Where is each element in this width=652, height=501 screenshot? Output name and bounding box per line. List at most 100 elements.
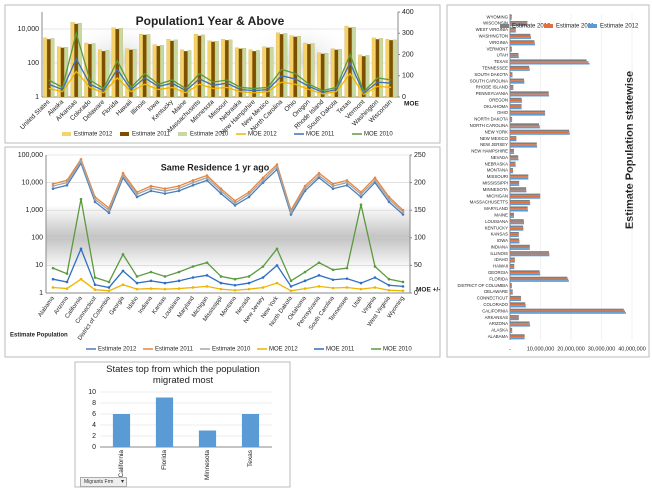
bar xyxy=(510,297,521,300)
bar xyxy=(375,39,380,98)
y-tick-label: VIRGINIA xyxy=(489,40,508,45)
bar xyxy=(510,156,519,159)
y-tick-label: 10,000 xyxy=(18,26,40,33)
panel xyxy=(446,4,650,358)
bar xyxy=(510,208,528,210)
filter-button[interactable]: Migrants Frm xyxy=(80,477,127,487)
bar xyxy=(510,112,546,114)
bar xyxy=(510,286,512,289)
bar xyxy=(510,105,522,108)
bar xyxy=(510,222,525,225)
line xyxy=(52,247,404,289)
y2-tick-label: 200 xyxy=(414,179,426,186)
bar xyxy=(510,200,530,202)
bar xyxy=(510,21,528,23)
y-tick-label: 6 xyxy=(92,411,96,418)
bar xyxy=(510,174,529,177)
y-tick-label: 100 xyxy=(27,60,39,67)
marker xyxy=(191,265,195,268)
bar xyxy=(510,69,530,71)
bar xyxy=(510,50,512,52)
y-tick-label: CALIFORNIA xyxy=(482,308,508,313)
bar xyxy=(510,18,512,20)
marker xyxy=(345,183,349,187)
marker xyxy=(121,171,125,175)
legend-label: Estimate 2011 xyxy=(556,24,595,30)
bar xyxy=(510,168,514,170)
bar xyxy=(510,273,541,276)
y-tick-label: MONTANA xyxy=(487,168,508,173)
y-tick-label: INDIANA xyxy=(491,244,509,249)
marker xyxy=(303,279,307,283)
bar xyxy=(87,43,92,98)
marker xyxy=(345,266,349,270)
y-tick-label: MICHIGAN xyxy=(487,193,509,198)
bar xyxy=(510,284,512,287)
bar xyxy=(276,32,280,98)
marker xyxy=(79,159,83,163)
marker xyxy=(149,287,153,290)
bar xyxy=(510,231,519,234)
bar xyxy=(510,324,531,327)
bar xyxy=(510,59,587,62)
marker xyxy=(233,288,237,292)
bar xyxy=(173,39,178,98)
bar xyxy=(510,73,513,76)
marker xyxy=(177,287,181,290)
marker xyxy=(373,179,377,182)
bar xyxy=(510,327,513,330)
marker xyxy=(219,187,223,191)
bar xyxy=(510,120,513,123)
legend-label: Estimate 2010 xyxy=(190,132,229,138)
legend-label: Estimate 2012 xyxy=(74,132,113,138)
bar xyxy=(510,195,541,198)
bar xyxy=(510,276,568,279)
y-tick-label: MARYLAND xyxy=(484,206,508,211)
bar xyxy=(510,228,524,231)
marker xyxy=(121,269,125,273)
bar xyxy=(392,39,397,98)
bar xyxy=(510,84,514,87)
bar xyxy=(510,227,524,229)
bar xyxy=(510,169,514,172)
marker xyxy=(135,275,139,278)
marker xyxy=(359,281,363,285)
marker xyxy=(121,253,125,256)
legend-swatch xyxy=(62,132,71,136)
bar xyxy=(510,225,524,228)
marker xyxy=(177,184,181,188)
marker xyxy=(247,281,251,285)
chart-title: Same Residence 1 yr ago xyxy=(161,162,270,172)
marker xyxy=(149,184,153,188)
bar xyxy=(510,257,515,260)
y-tick-label: ARIZONA xyxy=(489,321,508,326)
y-tick-label: GEORGIA xyxy=(488,270,508,275)
x-tick-label: 40,000,000 xyxy=(618,346,646,352)
y-tick-label: TEXAS xyxy=(494,59,508,64)
y-tick-label: NORTH CAROLINA xyxy=(470,123,508,128)
bar xyxy=(77,23,82,98)
marker xyxy=(261,286,265,289)
y-axis-label: Estimate Population xyxy=(10,333,68,339)
marker xyxy=(191,179,195,182)
y-tick-label: ALASKA xyxy=(491,328,508,333)
y-tick-label: ILLINOIS xyxy=(490,251,508,256)
y-tick-label: MINNESOTA xyxy=(483,187,508,192)
bar xyxy=(160,45,164,98)
marker xyxy=(219,281,223,285)
marker xyxy=(303,184,307,188)
legend-label: Estimate 2012 xyxy=(98,347,137,353)
legend-label: MOE 2010 xyxy=(383,347,412,353)
marker xyxy=(247,275,251,278)
bar xyxy=(510,321,530,324)
y-tick-label: OREGON xyxy=(489,97,508,102)
bar xyxy=(510,267,515,270)
legend-swatch xyxy=(178,132,187,136)
marker xyxy=(331,182,335,186)
bar xyxy=(510,126,540,129)
marker xyxy=(261,179,265,182)
bar xyxy=(510,123,539,126)
bar xyxy=(510,318,519,321)
bar xyxy=(510,180,520,183)
bar xyxy=(510,260,515,263)
